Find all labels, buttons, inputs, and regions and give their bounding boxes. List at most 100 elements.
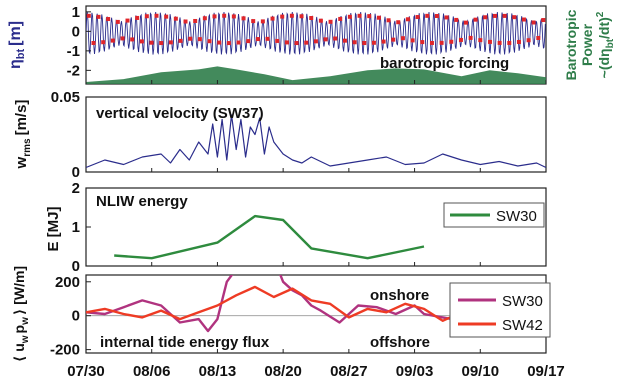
ytick-label: -1 bbox=[67, 43, 80, 60]
ytick-label: -200 bbox=[50, 342, 80, 359]
high-tide-marker bbox=[367, 14, 372, 19]
high-tide-marker bbox=[512, 15, 517, 20]
high-tide-marker bbox=[280, 14, 285, 19]
nliw-energy-line bbox=[114, 214, 425, 260]
high-tide-marker bbox=[318, 18, 323, 23]
panel-nliw-energy: 0 1 2 NLIW energy E [MJ] SW30 bbox=[45, 180, 547, 275]
ytick-label: 0 bbox=[72, 258, 80, 275]
legend-label-sw30-flux: SW30 bbox=[502, 293, 543, 310]
high-tide-marker bbox=[357, 13, 362, 18]
low-tide-marker bbox=[323, 37, 328, 42]
vertical-velocity-series bbox=[86, 114, 546, 169]
legend-label-sw30-energy: SW30 bbox=[496, 208, 537, 225]
low-tide-marker bbox=[468, 35, 473, 40]
nliw-energy-ylabel: E [MJ] bbox=[45, 206, 62, 251]
high-tide-marker bbox=[531, 20, 536, 25]
ytick-label: 0 bbox=[72, 23, 80, 40]
low-tide-marker bbox=[449, 39, 454, 44]
high-tide-marker bbox=[415, 15, 420, 20]
high-tide-marker bbox=[309, 16, 314, 21]
low-tide-marker bbox=[207, 39, 212, 44]
high-tide-marker bbox=[405, 17, 410, 22]
ytick-label: 0 bbox=[72, 308, 80, 325]
tidal-elevation-series bbox=[86, 11, 546, 55]
high-tide-marker bbox=[260, 19, 265, 24]
low-tide-marker bbox=[487, 39, 492, 44]
low-tide-marker bbox=[236, 40, 241, 45]
high-tide-marker bbox=[96, 14, 101, 19]
panel-vertical-velocity-frame bbox=[85, 96, 547, 173]
vertical-velocity-annotation: vertical velocity (SW37) bbox=[96, 105, 264, 122]
high-tide-marker bbox=[376, 15, 381, 20]
high-tide-marker bbox=[164, 14, 169, 19]
low-tide-marker bbox=[458, 37, 463, 42]
vertical-velocity-ylabel: wrms[m/s] bbox=[13, 100, 33, 170]
high-tide-marker bbox=[483, 15, 488, 20]
ytick-label: -2 bbox=[67, 62, 80, 79]
energy-flux-ylabel: ⟨ uwpw⟩ [W/m] bbox=[11, 266, 31, 362]
low-tide-marker bbox=[304, 40, 309, 45]
low-tide-marker bbox=[226, 41, 231, 46]
low-tide-marker bbox=[178, 38, 183, 43]
high-tide-marker bbox=[270, 16, 275, 21]
low-tide-marker bbox=[159, 41, 164, 46]
ytick-label: 1 bbox=[72, 219, 80, 236]
low-tide-marker bbox=[120, 36, 125, 41]
barotropic-power-fill bbox=[86, 66, 546, 84]
energy-flux-line-sw42 bbox=[86, 285, 462, 322]
high-tide-marker bbox=[173, 16, 178, 21]
panel-vertical-velocity: 00.05 vertical velocity (SW37) wrms[m/s] bbox=[13, 89, 547, 181]
low-tide-marker bbox=[342, 38, 347, 43]
barotropic-annotation: barotropic forcing bbox=[380, 55, 509, 72]
barotropic-ylabel: ηbt[m] bbox=[7, 21, 27, 69]
energy-flux-line-sw30 bbox=[86, 275, 462, 333]
high-tide-marker bbox=[183, 19, 188, 24]
low-tide-marker bbox=[410, 38, 415, 43]
energy-flux-annotation: internal tide energy flux bbox=[100, 334, 270, 351]
tidal-extrema-markers bbox=[86, 13, 546, 46]
panel-vertical-velocity-yticks: 00.05 bbox=[51, 89, 91, 181]
low-tide-marker bbox=[400, 36, 405, 41]
high-tide-marker bbox=[231, 14, 236, 19]
low-tide-marker bbox=[255, 37, 260, 42]
high-tide-marker bbox=[125, 18, 130, 23]
ytick-label: 2 bbox=[72, 180, 80, 197]
high-tide-marker bbox=[434, 14, 439, 19]
high-tide-marker bbox=[222, 13, 227, 18]
high-tide-marker bbox=[212, 14, 217, 19]
low-tide-marker bbox=[371, 40, 376, 45]
high-tide-marker bbox=[444, 15, 449, 20]
xtick-label: 08/06 bbox=[133, 363, 171, 380]
low-tide-marker bbox=[391, 37, 396, 42]
panel-nliw-energy-yticks: 0 1 2 bbox=[72, 180, 91, 275]
low-tide-marker bbox=[497, 40, 502, 45]
x-axis: 07/30 08/06 08/13 08/20 08/27 09/03 09/10 09/17 bbox=[67, 80, 565, 380]
legend-label-sw42-flux: SW42 bbox=[502, 317, 543, 334]
xtick-label: 08/20 bbox=[264, 363, 302, 380]
ytick-label: 1 bbox=[72, 4, 80, 21]
low-tide-marker bbox=[545, 37, 546, 42]
high-tide-marker bbox=[454, 17, 459, 22]
svg-text:Barotropic: Barotropic bbox=[563, 9, 579, 80]
low-tide-marker bbox=[197, 37, 202, 42]
ytick-label: 0 bbox=[72, 164, 80, 181]
low-tide-marker bbox=[507, 40, 512, 45]
low-tide-marker bbox=[139, 39, 144, 44]
high-tide-marker bbox=[521, 17, 526, 22]
low-tide-marker bbox=[91, 41, 96, 46]
energy-flux-series bbox=[86, 275, 462, 333]
high-tide-marker bbox=[492, 13, 497, 18]
xtick-label: 09/03 bbox=[396, 363, 434, 380]
ytick-label: 200 bbox=[55, 274, 80, 291]
high-tide-marker bbox=[144, 14, 149, 19]
high-tide-marker bbox=[86, 13, 91, 18]
high-tide-marker bbox=[463, 20, 468, 25]
nliw-energy-annotation: NLIW energy bbox=[96, 193, 188, 210]
panel-energy-flux-yticks: 200 0 -200 bbox=[50, 274, 91, 359]
vertical-velocity-line bbox=[86, 114, 546, 169]
panel-energy-flux: 200 0 -200 onshore offshore internal tide … bbox=[11, 266, 551, 362]
nliw-energy-legend: SW30 bbox=[443, 202, 545, 228]
svg-text:Power: Power bbox=[579, 23, 595, 66]
low-tide-marker bbox=[429, 40, 434, 45]
